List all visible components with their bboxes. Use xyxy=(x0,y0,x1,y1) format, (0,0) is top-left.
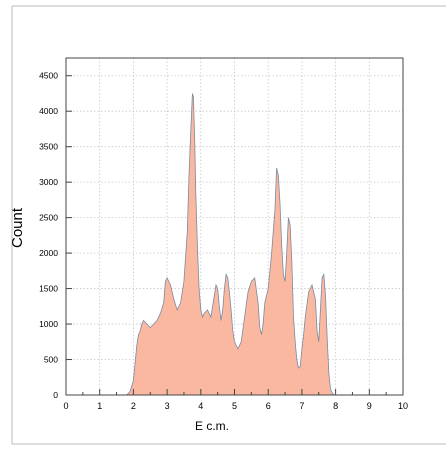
x-axis-ticks: 0 1 2 3 4 5 6 7 8 9 10 xyxy=(63,389,408,411)
grid-lines xyxy=(66,58,403,395)
y-tick-label: 2000 xyxy=(39,248,58,258)
y-tick-label: 500 xyxy=(44,355,58,365)
x-tick-label: 0 xyxy=(63,401,68,411)
x-tick-label: 10 xyxy=(398,401,408,411)
y-tick-label: 2500 xyxy=(39,213,58,223)
y-axis-ticks: 0 500 1000 1500 2000 2500 3000 3500 4000 4500 xyxy=(39,71,72,400)
y-tick-label: 4500 xyxy=(39,71,58,81)
x-tick-label: 3 xyxy=(165,401,170,411)
x-tick-label: 5 xyxy=(232,401,237,411)
y-tick-label: 1500 xyxy=(39,284,58,294)
y-tick-label: 0 xyxy=(53,390,58,400)
x-tick-label: 6 xyxy=(266,401,271,411)
x-tick-label: 7 xyxy=(299,401,304,411)
x-tick-label: 1 xyxy=(97,401,102,411)
y-tick-label: 1000 xyxy=(39,319,58,329)
y-tick-label: 4000 xyxy=(39,106,58,116)
series-area xyxy=(126,93,336,395)
x-tick-label: 9 xyxy=(367,401,372,411)
x-axis-label: E c.m. xyxy=(195,419,229,433)
y-tick-label: 3000 xyxy=(39,177,58,187)
y-tick-label: 3500 xyxy=(39,142,58,152)
x-tick-label: 8 xyxy=(333,401,338,411)
x-tick-label: 4 xyxy=(198,401,203,411)
series-line xyxy=(126,93,336,396)
data-area xyxy=(126,93,336,396)
x-tick-label: 2 xyxy=(131,401,136,411)
canvas-border xyxy=(11,5,446,445)
y-axis-label: Count xyxy=(9,207,26,248)
